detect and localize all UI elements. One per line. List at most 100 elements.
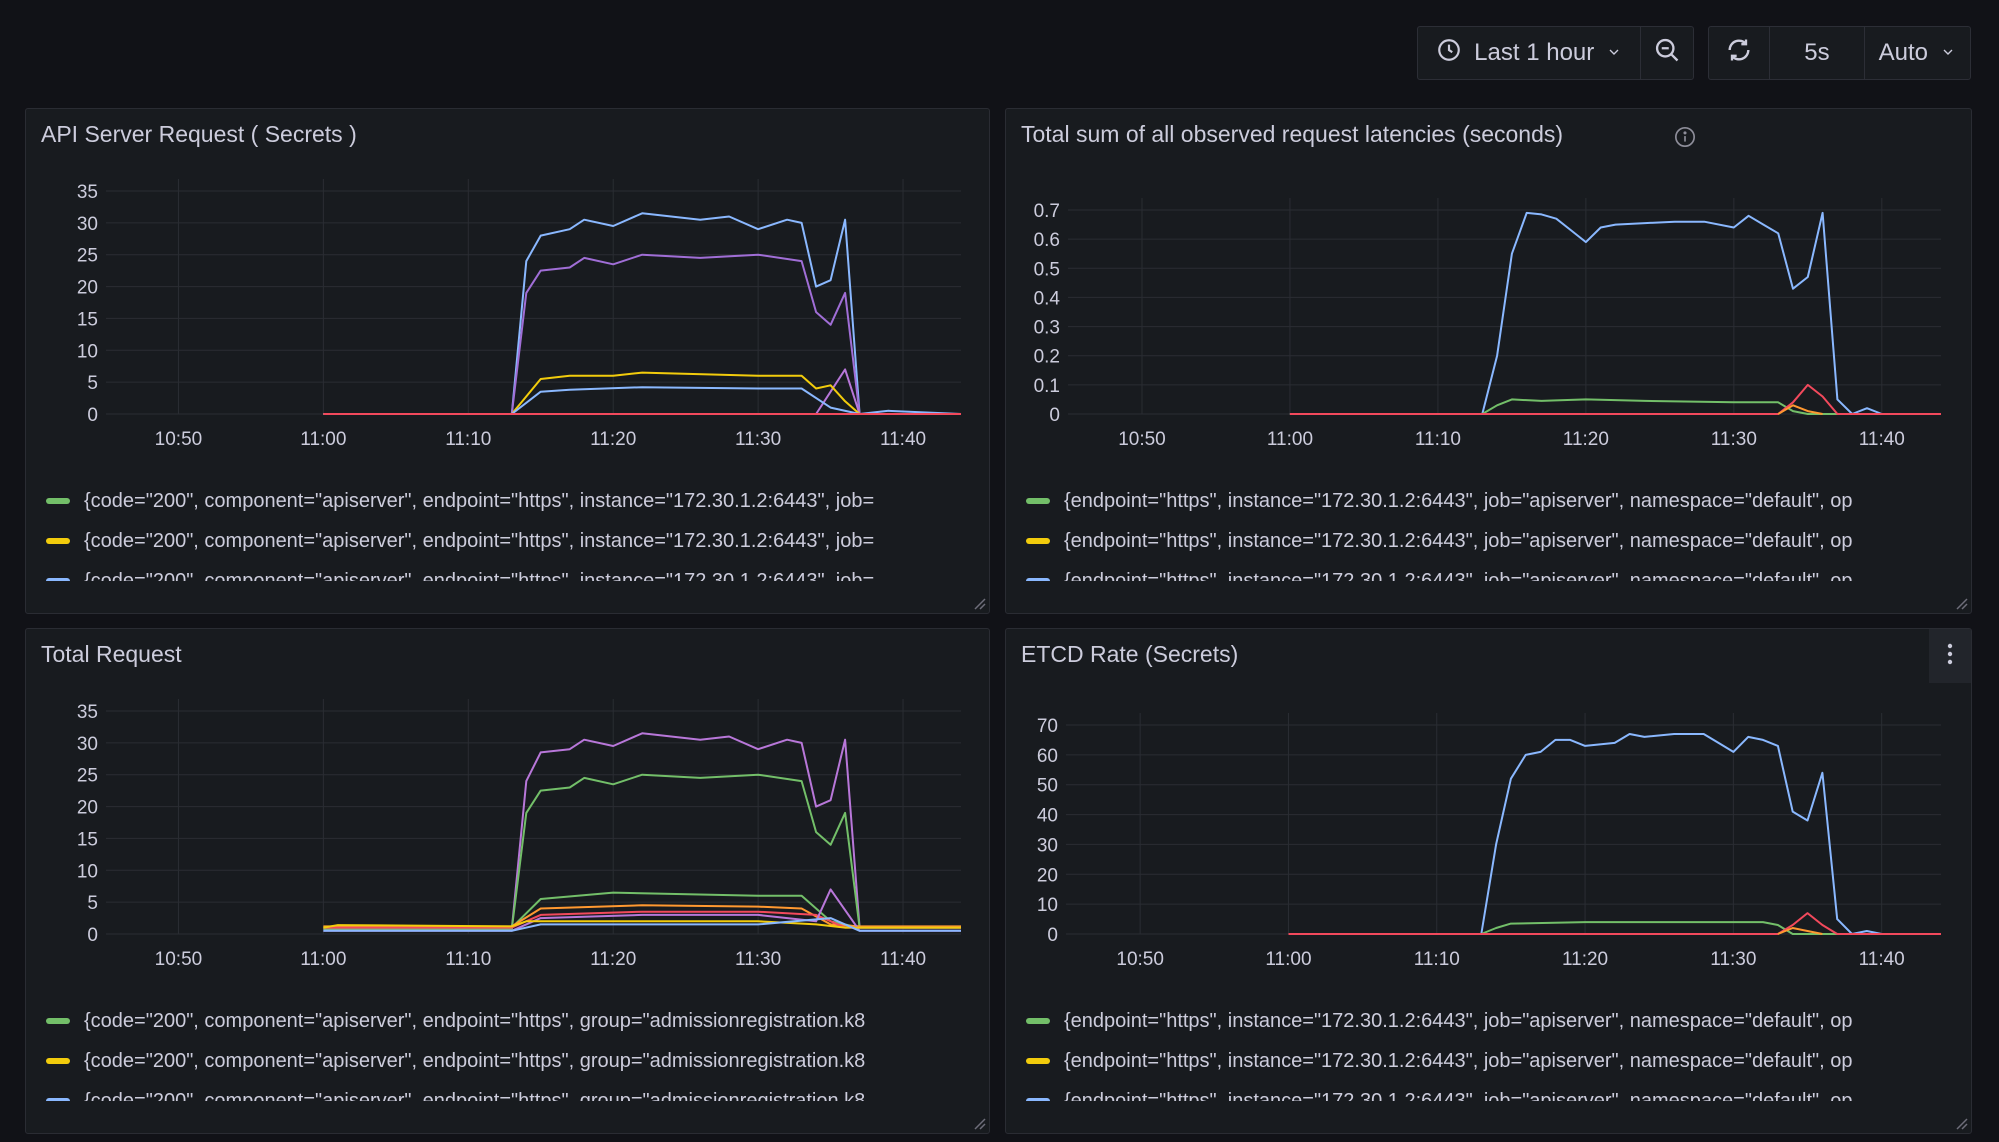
legend-item[interactable]: {endpoint="https", instance="172.30.1.2:… (1026, 1001, 1852, 1041)
y-tick-label: 30 (77, 214, 98, 235)
resize-handle-icon[interactable] (972, 1116, 986, 1130)
x-tick-label: 10:50 (155, 429, 203, 450)
y-tick-label: 0.6 (1034, 230, 1060, 251)
series-line-2[interactable] (323, 773, 961, 930)
y-tick-label: 40 (1037, 806, 1058, 827)
series-line-1[interactable] (1289, 211, 1941, 415)
series-line-3[interactable] (1288, 912, 1942, 935)
chart-legend: {code="200", component="apiserver", endp… (26, 481, 989, 581)
x-tick-label: 11:30 (1711, 429, 1757, 450)
auto-label: Auto (1878, 39, 1928, 66)
refresh-interval-value[interactable]: 5s (1770, 27, 1865, 79)
series-line-3[interactable] (323, 368, 961, 415)
refresh-icon (1725, 36, 1753, 71)
y-tick-label: 20 (77, 798, 98, 819)
resize-handle-icon[interactable] (972, 596, 986, 610)
legend-color-swatch (1026, 1098, 1050, 1101)
time-series-chart[interactable]: 35 30 25 20 15 10 5 0 10:50 11:00 11:10 11:20 11:30 1… (26, 109, 990, 454)
legend-item[interactable]: {code="200", component="apiserver", endp… (46, 1001, 865, 1041)
series-line-6[interactable] (323, 888, 961, 932)
series-line-7[interactable] (323, 920, 961, 929)
legend-item[interactable]: {code="200", component="apiserver", endp… (46, 481, 874, 521)
time-series-chart[interactable]: 70 60 50 40 30 20 10 0 10:50 11:00 11:10 11:20 11:30… (1006, 629, 1972, 974)
legend-item[interactable]: {code="200", component="apiserver", endp… (46, 1041, 865, 1081)
legend-item[interactable]: {code="200", component="apiserver", endp… (46, 1081, 865, 1101)
panel-title[interactable]: Total Request (41, 641, 182, 667)
legend-label: {code="200", component="apiserver", endp… (84, 1009, 866, 1032)
x-tick-label: 11:30 (1710, 949, 1756, 970)
chevron-down-icon (1606, 39, 1622, 67)
legend-label: {endpoint="https", instance="172.30.1.2:… (1064, 529, 1853, 552)
refresh-interval-picker[interactable]: Auto (1865, 27, 1970, 79)
refresh-button[interactable] (1709, 27, 1771, 79)
resize-handle-icon[interactable] (1954, 596, 1968, 610)
legend-color-swatch (1026, 1018, 1050, 1024)
y-tick-label: 25 (77, 246, 98, 267)
panel-title[interactable]: API Server Request ( Secrets ) (41, 121, 357, 147)
y-tick-label: 15 (77, 309, 98, 330)
y-tick-label: 15 (77, 829, 98, 850)
zoom-out-button[interactable] (1641, 27, 1693, 79)
legend-label: {code="200", component="apiserver", endp… (84, 569, 875, 582)
legend-color-swatch (46, 1098, 70, 1101)
series-line-1[interactable] (323, 732, 961, 930)
legend-label: {endpoint="https", instance="172.30.1.2:… (1064, 489, 1853, 512)
series-line-3[interactable] (1289, 383, 1941, 415)
legend-color-swatch (46, 1018, 70, 1024)
resize-handle-icon[interactable] (1954, 1116, 1968, 1130)
legend-item[interactable]: {endpoint="https", instance="172.30.1.2:… (1026, 1081, 1852, 1101)
panel-4[interactable]: ETCD Rate (Secrets) 70 60 50 40 30 20 10 0 10:50 1… (1005, 628, 1972, 1134)
legend-label: {code="200", component="apiserver", endp… (84, 489, 875, 512)
legend-item[interactable]: {code="200", component="apiserver", endp… (46, 521, 874, 561)
series-line-1[interactable] (323, 212, 962, 415)
time-series-chart[interactable]: 35 30 25 20 15 10 5 0 10:50 11:00 11:10 11:20 11:30 1… (26, 629, 990, 974)
series-line-8[interactable] (323, 917, 961, 932)
legend-color-swatch (46, 538, 70, 544)
panel-title[interactable]: Total sum of all observed request latenc… (1021, 121, 1564, 147)
y-tick-label: 30 (77, 734, 98, 755)
info-icon[interactable] (1674, 126, 1696, 148)
series-line-4[interactable] (323, 371, 961, 415)
y-tick-label: 0.2 (1034, 347, 1060, 368)
legend-color-swatch (1026, 538, 1050, 544)
series-line-1[interactable] (1288, 733, 1942, 935)
panel-2[interactable]: Total sum of all observed request latenc… (1005, 108, 1972, 614)
x-tick-label: 11:40 (1859, 429, 1905, 450)
kebab-menu-icon (1947, 643, 1953, 670)
time-range-picker[interactable]: Last 1 hour (1418, 27, 1642, 79)
series-line-4[interactable] (1777, 927, 1823, 935)
panel-menu-button[interactable] (1929, 629, 1971, 683)
legend-item[interactable]: {endpoint="https", instance="172.30.1.2:… (1026, 521, 1852, 561)
series-line-5[interactable] (323, 386, 961, 415)
legend-item[interactable]: {endpoint="https", instance="172.30.1.2:… (1026, 1041, 1852, 1081)
y-tick-label: 70 (1037, 716, 1058, 737)
x-tick-label: 11:00 (1267, 429, 1313, 450)
panel-1[interactable]: API Server Request ( Secrets ) 35 30 25 20 15… (25, 108, 990, 614)
time-picker-group: Last 1 hour (1417, 26, 1695, 80)
series-line-3[interactable] (323, 891, 961, 929)
x-tick-label: 11:40 (1859, 949, 1905, 970)
y-tick-label: 30 (1037, 835, 1058, 856)
x-tick-label: 11:40 (880, 949, 926, 970)
y-tick-label: 0.1 (1034, 376, 1060, 397)
legend-label: {endpoint="https", instance="172.30.1.2:… (1064, 1009, 1853, 1032)
x-tick-label: 11:00 (1265, 949, 1311, 970)
series-line-2[interactable] (323, 253, 961, 415)
legend-label: {endpoint="https", instance="172.30.1.2:… (1064, 569, 1853, 582)
legend-item[interactable]: {code="200", component="apiserver", endp… (46, 561, 874, 581)
x-tick-label: 11:10 (1415, 429, 1461, 450)
y-tick-label: 0 (1049, 405, 1060, 426)
x-tick-label: 11:40 (880, 429, 926, 450)
x-tick-label: 11:20 (590, 949, 636, 970)
series-line-2[interactable] (1289, 398, 1941, 415)
y-tick-label: 0.4 (1034, 288, 1061, 309)
time-series-chart[interactable]: 0.7 0.6 0.5 0.4 0.3 0.2 0.1 0 10:50 11:00 11:10 11:… (1006, 109, 1972, 454)
refresh-interval-label: 5s (1804, 39, 1830, 66)
legend-item[interactable]: {endpoint="https", instance="172.30.1.2:… (1026, 561, 1852, 581)
series-line-4[interactable] (1777, 404, 1823, 415)
y-tick-label: 50 (1037, 776, 1058, 797)
y-tick-label: 25 (77, 766, 98, 787)
panel-title[interactable]: ETCD Rate (Secrets) (1021, 641, 1239, 667)
legend-item[interactable]: {endpoint="https", instance="172.30.1.2:… (1026, 481, 1852, 521)
panel-3[interactable]: Total Request 35 30 25 20 15 10 5 0 10:50 11:00 11:… (25, 628, 990, 1134)
